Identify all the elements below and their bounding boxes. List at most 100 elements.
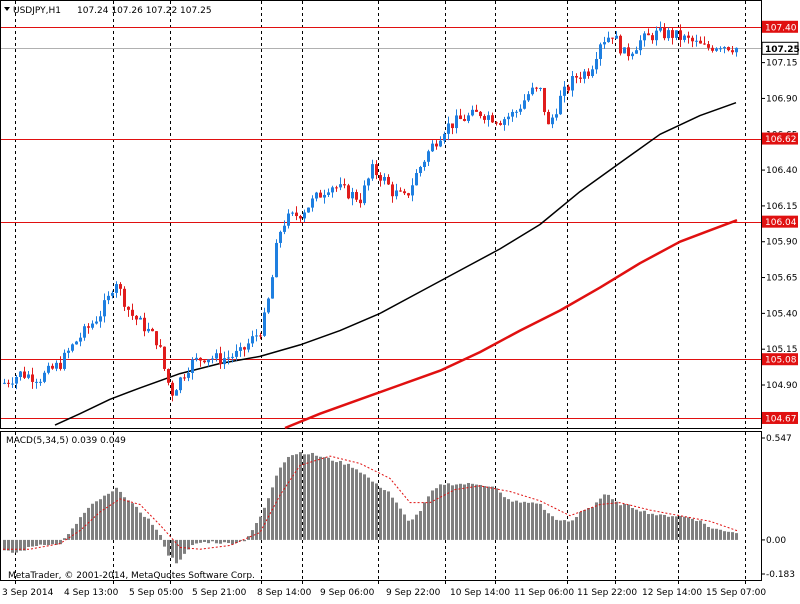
level-tag	[762, 20, 798, 33]
level-tag-label: 104.67	[765, 414, 797, 424]
macd-axis: 0.547 0.00 -0.183	[761, 434, 795, 580]
candle-bull	[615, 35, 618, 39]
macd-bar	[483, 486, 486, 540]
macd-bar	[663, 514, 666, 540]
macd-bar	[83, 512, 86, 540]
candle-bear	[259, 335, 262, 337]
candle-bull	[99, 316, 102, 322]
candle-bull	[423, 161, 426, 167]
macd-bar	[167, 539, 170, 556]
macd-bar	[275, 475, 278, 540]
macd-bar	[611, 499, 614, 540]
candle-bull	[723, 47, 726, 49]
time-tick-label: 8 Sep 14:00	[257, 588, 312, 598]
candle-bull	[395, 190, 398, 197]
candle-bull	[83, 326, 86, 338]
macd-bar	[379, 487, 382, 540]
chart-header: USDJPY,H1 107.24 107.26 107.22 107.25	[4, 6, 212, 16]
candle-bear	[679, 30, 682, 40]
price-tick-label: 105.40	[766, 309, 798, 319]
macd-bar	[387, 491, 390, 540]
candle-bull	[471, 109, 474, 116]
time-tick-label: 3 Sep 2014	[2, 588, 54, 598]
macd-bar	[539, 503, 542, 540]
candle-bear	[435, 143, 438, 147]
time-tick-label: 5 Sep 05:00	[129, 588, 184, 598]
candle-bull	[635, 50, 638, 54]
time-tick-label: 11 Sep 06:00	[514, 588, 574, 598]
macd-bar	[659, 514, 662, 540]
candle-bull	[231, 356, 234, 358]
macd-bar	[423, 502, 426, 540]
macd-bar	[707, 526, 710, 540]
macd-bar	[651, 513, 654, 540]
candle-bear	[687, 35, 690, 38]
candle-bear	[475, 109, 478, 112]
candle-bull	[367, 178, 370, 186]
candle-bear	[159, 345, 162, 347]
time-tick-label: 15 Sep 07:00	[706, 588, 766, 598]
candle-bull	[719, 48, 722, 50]
candle-bear	[359, 199, 362, 204]
candle-bull	[263, 312, 266, 336]
macd-bar	[479, 484, 482, 540]
candle-bull	[267, 298, 270, 313]
macd-bar	[31, 539, 34, 547]
candle-bull	[307, 207, 310, 213]
candle-bull	[187, 372, 190, 378]
candle-bull	[287, 213, 290, 226]
candle-bear	[651, 35, 654, 41]
candlestick-series	[3, 21, 738, 402]
candle-bull	[559, 95, 562, 115]
macd-bar	[191, 539, 194, 546]
macd-bar	[431, 490, 434, 540]
candle-bear	[143, 317, 146, 332]
candle-bull	[271, 277, 274, 299]
candle-bear	[567, 86, 570, 91]
macd-bar	[399, 508, 402, 540]
macd-bar	[551, 516, 554, 540]
macd-bar	[711, 528, 714, 540]
chevron-down-icon[interactable]	[4, 7, 10, 11]
candle-bear	[387, 176, 390, 185]
time-tick-label: 11 Sep 22:00	[577, 588, 637, 598]
macd-bar	[531, 502, 534, 540]
macd-bar	[507, 499, 510, 540]
candle-bull	[523, 100, 526, 109]
candle-bear	[51, 365, 54, 369]
macd-bar	[247, 536, 250, 540]
time-tick-label: 12 Sep 14:00	[642, 588, 702, 598]
macd-bar	[675, 516, 678, 540]
macd-bar	[695, 521, 698, 540]
candle-bull	[247, 343, 250, 350]
macd-bar	[687, 517, 690, 540]
macd-bar	[535, 503, 538, 540]
candle-bull	[467, 115, 470, 121]
candle-bull	[239, 347, 242, 351]
macd-bar	[555, 519, 558, 540]
macd-bar	[43, 539, 46, 546]
candle-bull	[75, 341, 78, 345]
macd-bar	[351, 467, 354, 540]
candle-bull	[431, 143, 434, 152]
macd-bar	[339, 460, 342, 540]
macd-bar	[403, 514, 406, 540]
macd-bar	[87, 507, 90, 540]
candle-bear	[407, 193, 410, 196]
candle-bull	[275, 242, 278, 278]
macd-bar	[487, 486, 490, 540]
macd-bar	[563, 520, 566, 540]
candle-bear	[219, 353, 222, 365]
macd-bar	[19, 539, 22, 551]
candle-bull	[427, 151, 430, 162]
candle-bull	[279, 231, 282, 243]
time-tick-label: 5 Sep 21:00	[192, 588, 247, 598]
macd-bar	[227, 539, 230, 543]
candle-bear	[135, 315, 138, 320]
level-tag	[762, 411, 798, 424]
macd-bar	[279, 467, 282, 540]
macd-bar	[499, 492, 502, 540]
candle-bull	[527, 94, 530, 101]
macd-bar	[127, 500, 130, 540]
